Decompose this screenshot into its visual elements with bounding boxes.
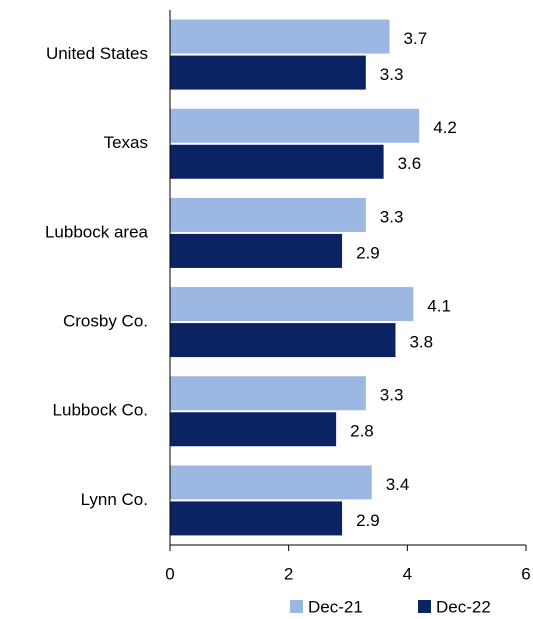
data-label: 3.7: [404, 29, 428, 48]
data-label: 3.4: [386, 475, 410, 494]
y-tick-label: Lubbock Co.: [53, 401, 148, 420]
data-label: 4.1: [427, 297, 451, 316]
bar: [170, 108, 420, 143]
bar: [170, 55, 366, 90]
bar: [170, 19, 390, 54]
bar: [170, 412, 337, 447]
data-label: 3.8: [409, 333, 433, 352]
x-tick-label: 2: [284, 564, 293, 583]
bar: [170, 501, 343, 536]
bar: [170, 465, 372, 500]
bar: [170, 233, 343, 268]
bar: [170, 287, 414, 322]
data-label: 2.9: [356, 511, 380, 530]
y-tick-label: Lynn Co.: [81, 490, 148, 509]
data-label: 3.3: [380, 386, 404, 405]
bar: [170, 197, 366, 232]
legend-swatch: [418, 600, 431, 613]
legend-swatch: [290, 600, 303, 613]
y-tick-label: Texas: [104, 133, 148, 152]
y-tick-label: Lubbock area: [45, 222, 149, 241]
data-label: 4.2: [433, 118, 457, 137]
x-tick-label: 0: [165, 564, 174, 583]
bar: [170, 144, 384, 179]
data-label: 3.6: [398, 154, 422, 173]
data-label: 3.3: [380, 65, 404, 84]
data-label: 2.9: [356, 243, 380, 262]
y-tick-label: United States: [46, 44, 148, 63]
legend-label: Dec-21: [308, 597, 363, 616]
x-tick-label: 6: [521, 564, 530, 583]
data-label: 3.3: [380, 207, 404, 226]
bar: [170, 376, 366, 411]
data-label: 2.8: [350, 422, 374, 441]
x-tick-label: 4: [403, 564, 412, 583]
y-tick-label: Crosby Co.: [63, 312, 148, 331]
legend-label: Dec-22: [436, 597, 491, 616]
bar: [170, 323, 396, 358]
